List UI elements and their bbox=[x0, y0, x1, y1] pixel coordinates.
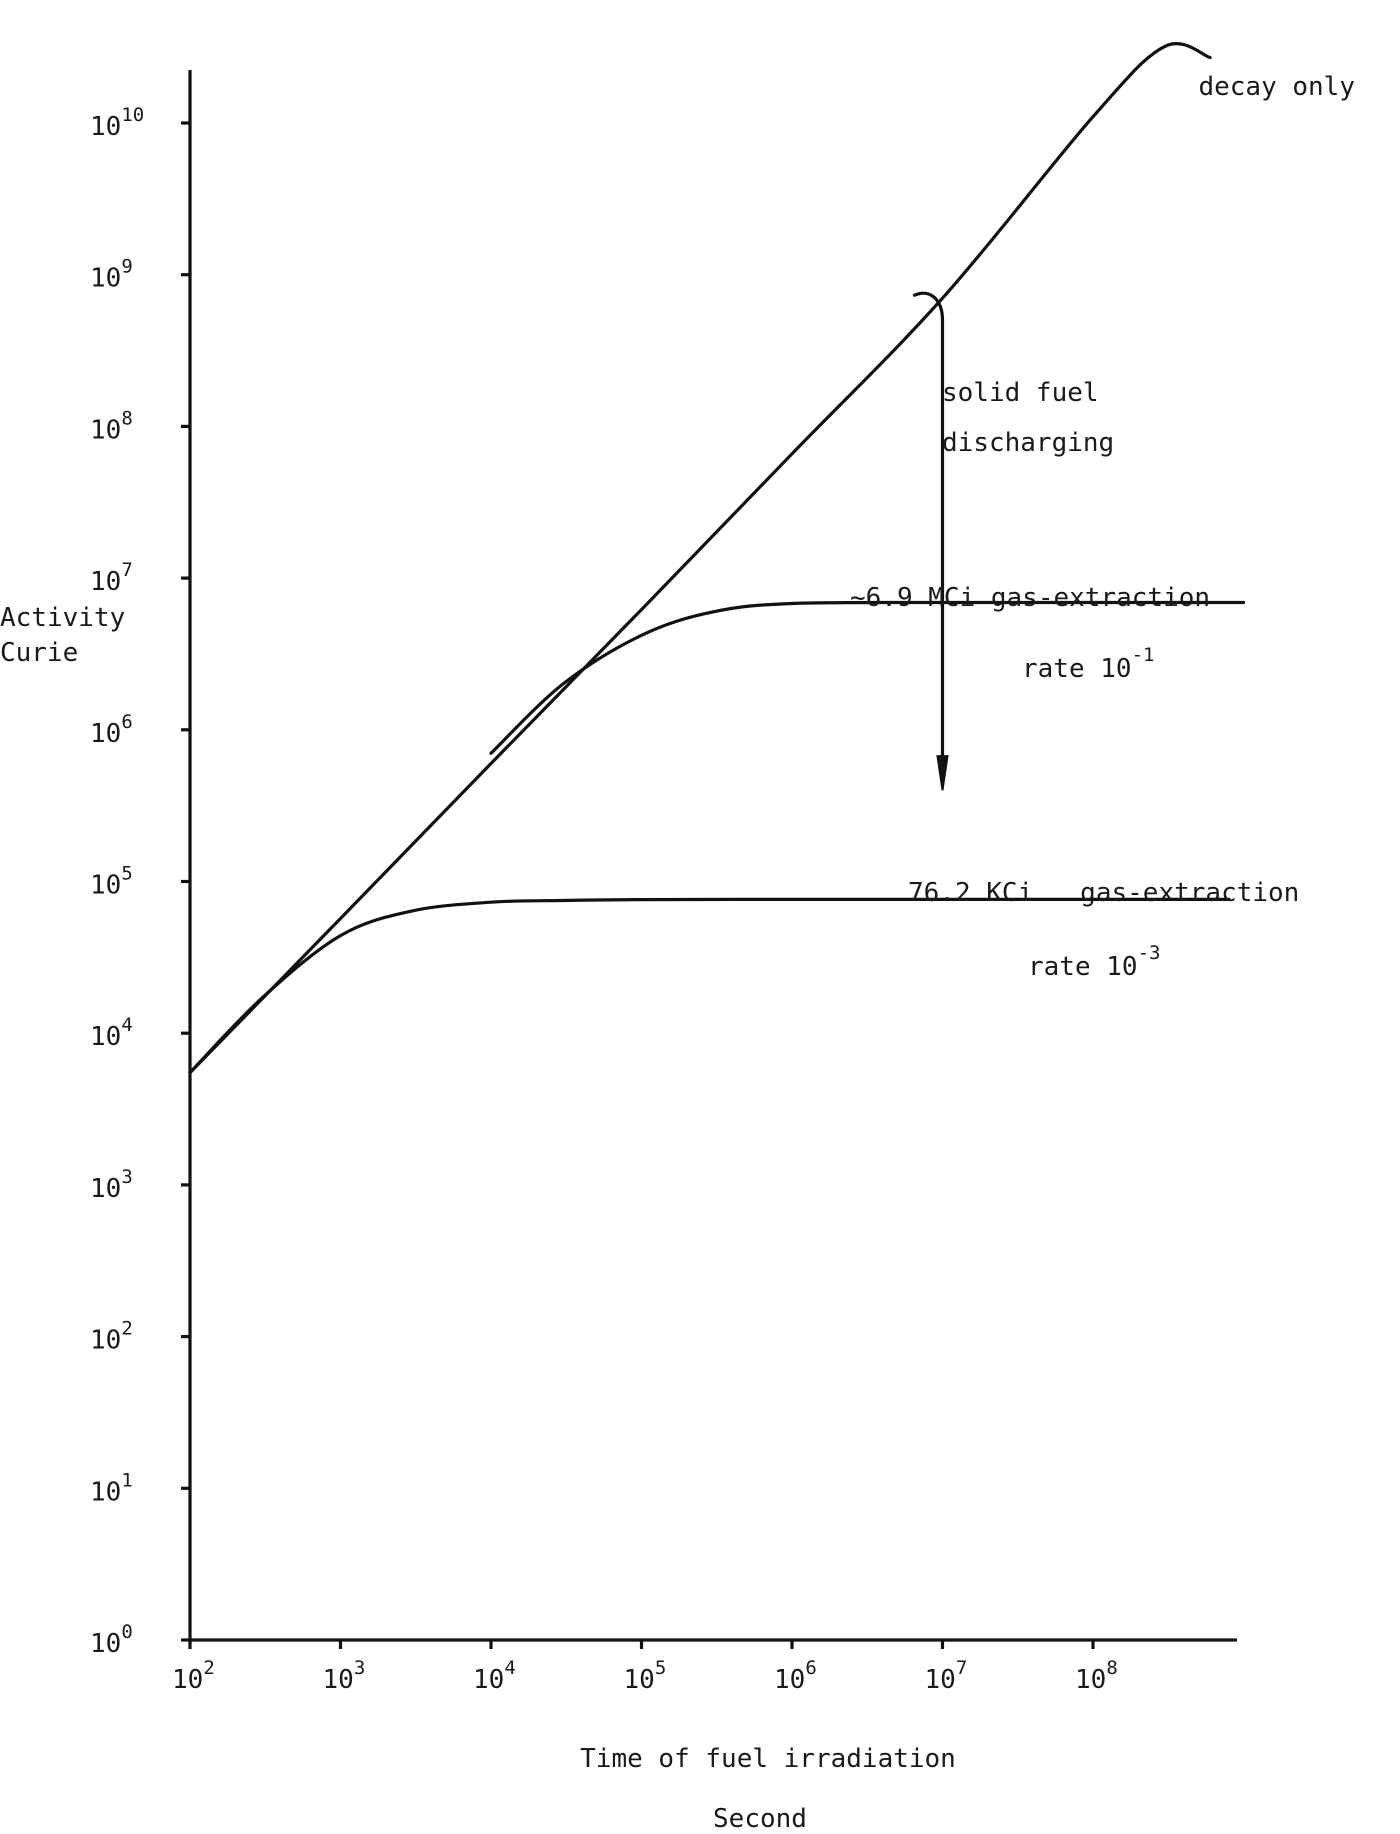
y-tick-label: 106 bbox=[90, 711, 133, 749]
x-axis-unit: Second bbox=[713, 1804, 807, 1834]
annotation-6-9-mci: ~6.9 MCi gas-extraction bbox=[850, 583, 1210, 613]
x-tick-label: 102 bbox=[172, 1657, 215, 1695]
series-layer bbox=[188, 42, 1246, 1075]
x-tick-label: 107 bbox=[925, 1657, 968, 1695]
y-tick-label: 101 bbox=[90, 1469, 133, 1507]
decay-only-curve bbox=[188, 42, 1212, 1075]
extraction-rate-1e-3-curve bbox=[188, 897, 1231, 1075]
annotation-discharging: discharging bbox=[942, 428, 1114, 458]
discharge-arrow-shaft bbox=[912, 291, 945, 784]
extraction-rate-1e-1-curve bbox=[489, 600, 1246, 755]
annotation-rate-1e-1: rate 10-1 bbox=[1022, 644, 1154, 684]
y-tick-label: 107 bbox=[90, 559, 133, 597]
annotation-76-2-kci: 76.2 KCi gas-extraction bbox=[908, 878, 1299, 908]
x-tick-label: 103 bbox=[323, 1657, 366, 1695]
x-tick-label: 106 bbox=[774, 1657, 817, 1695]
axes bbox=[188, 70, 1237, 1644]
y-tick-label: 105 bbox=[90, 863, 133, 901]
y-tick-label: 100 bbox=[90, 1621, 133, 1659]
annotation-solid-fuel: solid fuel bbox=[942, 378, 1099, 408]
annotation-decay-only: decay only bbox=[1198, 72, 1355, 102]
y-tick-label: 108 bbox=[90, 407, 133, 445]
x-tick-label: 108 bbox=[1075, 1657, 1118, 1695]
y-axis-label: Activity bbox=[0, 603, 125, 633]
annotations-layer: decay only solid fuel discharging ~6.9 MCi … bbox=[850, 72, 1355, 982]
y-axis-unit: Curie bbox=[0, 638, 78, 668]
annotation-rate-1e-3: rate 10-3 bbox=[1028, 942, 1160, 982]
x-tick-label: 105 bbox=[624, 1657, 667, 1695]
y-tick-label: 102 bbox=[90, 1318, 133, 1356]
y-tick-label: 104 bbox=[90, 1014, 133, 1052]
y-tick-label: 1010 bbox=[90, 104, 144, 142]
y-tick-label: 103 bbox=[90, 1166, 133, 1204]
x-tick-label: 104 bbox=[473, 1657, 516, 1695]
discharge-arrowhead bbox=[936, 755, 949, 791]
y-tick-label: 109 bbox=[90, 256, 133, 294]
x-axis-label: Time of fuel irradiation bbox=[580, 1744, 956, 1774]
